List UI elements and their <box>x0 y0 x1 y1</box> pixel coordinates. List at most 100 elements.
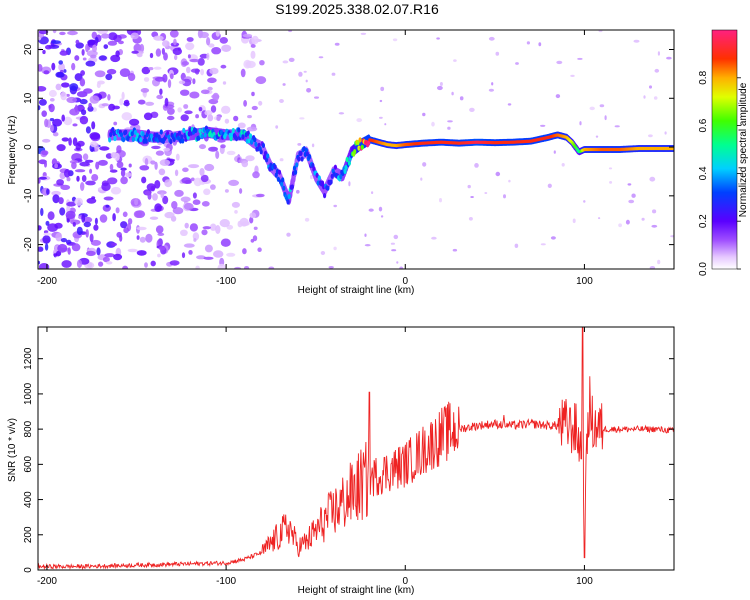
noise-blob <box>422 162 427 167</box>
noise-blob <box>252 235 258 242</box>
noise-blob <box>91 121 96 130</box>
noise-blob <box>431 236 437 240</box>
noise-blob <box>202 226 211 230</box>
x-tick-label: -100 <box>216 276 236 287</box>
noise-blob <box>79 161 90 167</box>
ridge-point <box>177 130 182 136</box>
ridge-point <box>287 193 291 199</box>
colorbar-tick-label: 0.0 <box>698 262 709 276</box>
snr-frame <box>37 326 675 571</box>
noise-blob <box>152 193 158 201</box>
noise-blob <box>154 203 162 213</box>
noise-blob <box>420 177 423 181</box>
noise-blob <box>55 232 63 242</box>
noise-blob <box>95 161 100 170</box>
ridge-point <box>169 138 173 145</box>
noise-blob <box>159 88 163 95</box>
noise-blob <box>99 214 108 223</box>
noise-blob <box>101 182 111 191</box>
colorbar-gradient <box>711 29 738 270</box>
noise-blob <box>189 223 198 232</box>
noise-blob <box>51 190 61 196</box>
noise-blob <box>203 256 214 260</box>
noise-blob <box>333 204 338 208</box>
noise-blob <box>89 132 101 140</box>
noise-blob <box>154 76 165 82</box>
spectrogram-marks <box>38 30 674 269</box>
ridge-point <box>254 141 258 147</box>
noise-blob <box>59 50 69 56</box>
noise-blob <box>255 76 267 85</box>
noise-blob <box>150 160 156 165</box>
noise-blob <box>151 145 161 150</box>
noise-blob <box>38 246 44 252</box>
noise-blob <box>129 118 140 126</box>
ridge-point <box>263 150 268 156</box>
noise-blob <box>282 60 289 64</box>
ridge-point <box>308 154 312 160</box>
noise-blob <box>38 99 47 106</box>
noise-blob <box>162 40 170 47</box>
noise-blob <box>38 30 49 35</box>
noise-blob <box>577 57 583 60</box>
noise-blob <box>643 95 646 99</box>
noise-blob <box>90 141 98 148</box>
noise-blob <box>231 201 240 208</box>
noise-blob <box>380 215 384 218</box>
noise-blob <box>213 250 224 258</box>
noise-blob <box>103 44 109 49</box>
noise-blob <box>52 194 60 204</box>
ridge-point <box>231 127 235 134</box>
noise-blob <box>41 150 49 156</box>
noise-blob <box>459 96 464 101</box>
noise-blob <box>104 253 115 258</box>
ridge-point <box>358 137 362 143</box>
noise-blob <box>177 107 182 113</box>
noise-blob <box>106 261 113 265</box>
ridge-point <box>198 128 202 134</box>
noise-blob <box>183 243 195 248</box>
ridge-point <box>286 199 290 205</box>
noise-blob <box>164 211 175 219</box>
noise-blob <box>81 109 87 116</box>
noise-blob <box>437 85 443 91</box>
noise-blob <box>670 235 674 238</box>
noise-blob <box>507 103 512 106</box>
noise-blob <box>653 96 658 100</box>
noise-blob <box>201 229 208 236</box>
noise-blob <box>55 83 62 91</box>
noise-blob <box>190 177 195 182</box>
noise-blob <box>143 77 150 82</box>
noise-blob <box>220 238 231 247</box>
noise-blob <box>136 235 140 240</box>
ridge-point <box>317 175 321 181</box>
noise-blob <box>45 44 52 50</box>
ridge-point <box>323 193 327 199</box>
ridge-point <box>367 140 371 146</box>
noise-blob <box>63 168 71 178</box>
noise-blob <box>72 222 76 227</box>
noise-blob <box>178 80 186 85</box>
noise-blob <box>154 180 161 189</box>
noise-blob <box>183 104 189 109</box>
figure-title: S199.2025.338.02.07.R16 <box>275 1 439 17</box>
noise-blob <box>488 36 495 41</box>
noise-blob <box>221 105 231 114</box>
noise-blob <box>467 184 471 189</box>
noise-blob <box>237 122 246 129</box>
noise-blob <box>200 68 205 76</box>
noise-blob <box>384 123 387 126</box>
noise-blob <box>66 93 70 97</box>
noise-blob <box>174 54 178 61</box>
noise-blob <box>192 192 197 199</box>
ridge-point <box>253 137 257 143</box>
noise-blob <box>206 52 210 61</box>
noise-blob <box>526 41 531 45</box>
y-tick-label: 600 <box>23 456 34 473</box>
noise-blob <box>194 68 200 75</box>
noise-blob <box>649 266 656 269</box>
noise-blob <box>251 91 255 97</box>
ridge-point <box>119 132 124 138</box>
noise-blob <box>199 144 206 150</box>
noise-blob <box>120 169 126 177</box>
